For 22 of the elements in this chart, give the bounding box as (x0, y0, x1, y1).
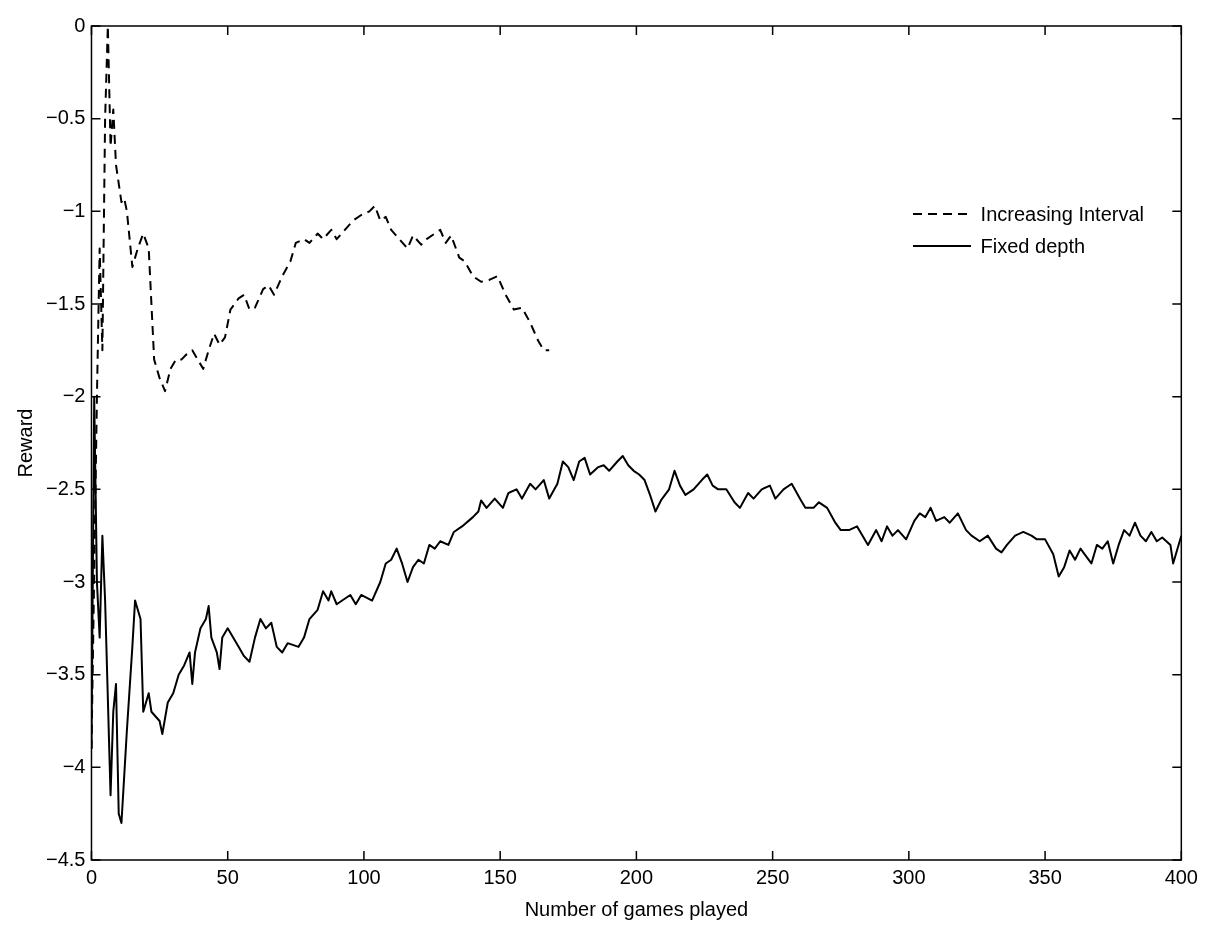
legend-label: Increasing Interval (980, 202, 1144, 227)
y-tick-label: −2.5 (46, 476, 86, 499)
legend-label: Fixed depth (980, 234, 1086, 259)
y-tick-label: −4.5 (46, 847, 86, 870)
x-tick-label: 200 (619, 865, 654, 888)
y-axis-title: Reward (13, 408, 36, 478)
x-tick-label: 400 (1164, 865, 1198, 888)
y-tick-label: −4 (62, 754, 86, 777)
y-tick-label: −3.5 (46, 662, 86, 685)
y-tick-label: −1.5 (46, 291, 86, 314)
x-tick-label: 300 (892, 865, 926, 888)
x-tick-label: 250 (755, 865, 790, 888)
y-tick-label: −3 (62, 569, 86, 592)
y-tick-label: −2 (62, 384, 86, 407)
y-tick-label: 0 (74, 13, 86, 36)
y-tick-label: −1 (62, 198, 86, 221)
x-tick-label: 350 (1028, 865, 1062, 888)
x-tick-label: 100 (347, 865, 381, 888)
x-axis-title: Number of games played (524, 897, 749, 920)
x-tick-label: 50 (216, 865, 239, 888)
x-tick-label: 150 (483, 865, 517, 888)
y-tick-label: −0.5 (46, 106, 86, 129)
